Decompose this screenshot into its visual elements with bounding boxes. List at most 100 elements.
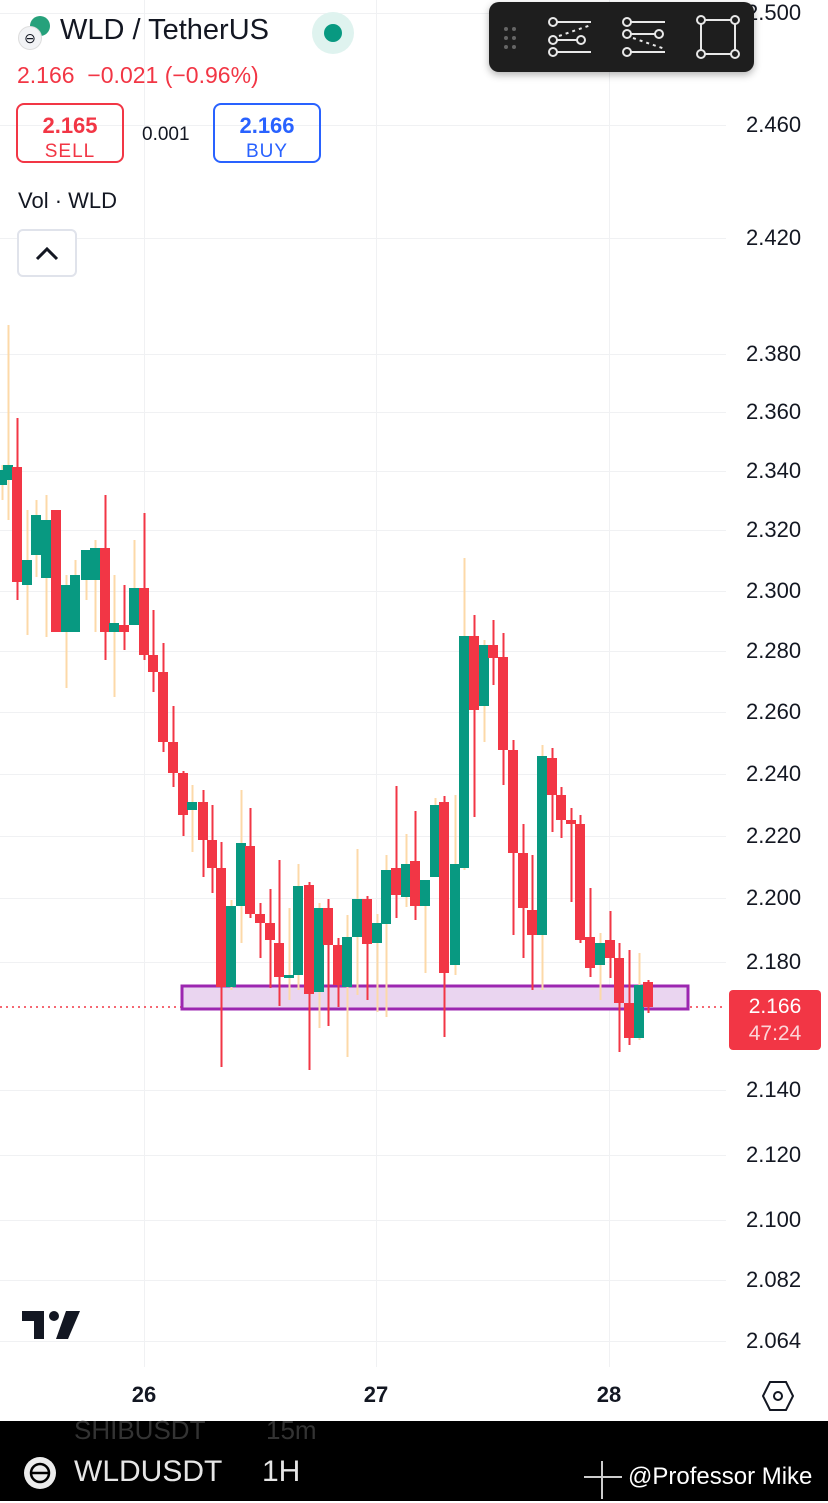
price-tick-label: 2.380 (746, 341, 802, 366)
candle-body (634, 985, 644, 1038)
price-tick-label: 2.082 (746, 1267, 802, 1292)
symbol-title[interactable]: WLD / TetherUS (60, 14, 269, 46)
candle-body (61, 585, 71, 632)
grid-line-h (0, 651, 726, 652)
chart-settings-icon[interactable] (762, 1380, 794, 1412)
candle-body (216, 868, 226, 987)
tradingview-logo-icon[interactable] (22, 1309, 82, 1341)
previous-timeframe-ghost: 15m (266, 1415, 317, 1445)
grid-line-h (0, 898, 726, 899)
candle-body (3, 465, 13, 480)
grid-line-h (0, 412, 726, 413)
grid-line-h (0, 354, 726, 355)
grid-line-h (0, 962, 726, 963)
candle-body (624, 1003, 634, 1038)
grid-line-h (0, 13, 726, 14)
candle-body (556, 795, 566, 820)
grid-line-h (0, 591, 726, 592)
candle-body (70, 575, 80, 632)
candle-body (342, 937, 352, 987)
worldcoin-icon: ⊖ (18, 26, 42, 50)
buy-price: 2.166 (239, 113, 295, 138)
candle-body (207, 840, 217, 868)
grid-line-h (0, 1341, 726, 1342)
candle-body (362, 899, 372, 944)
worldcoin-icon (24, 1457, 56, 1489)
collapse-legend-button[interactable] (17, 229, 77, 277)
candle-body (304, 885, 314, 994)
candlestick-series (0, 325, 726, 1070)
candle-body (323, 908, 333, 945)
sell-button[interactable]: 2.165 SELL (16, 103, 124, 163)
support-zone-rectangle[interactable] (180, 984, 690, 1011)
price-tick-label: 2.120 (746, 1142, 802, 1167)
symbol-selector[interactable]: WLDUSDT (74, 1455, 223, 1488)
bottom-bar: SHIBUSDT 15m WLDUSDT 1H @Professor Mike (0, 1415, 828, 1503)
candle-body (488, 645, 498, 658)
candle-body (284, 975, 294, 978)
candle-body (119, 625, 129, 632)
market-open-status-icon[interactable] (312, 12, 354, 54)
candle-body (450, 864, 460, 965)
grid-line-h (0, 530, 726, 531)
candle-body (575, 824, 585, 940)
candle-body (401, 864, 411, 897)
candle-body (198, 802, 208, 840)
grid-line-h (0, 712, 726, 713)
last-price-label: 2.166 47:24 (729, 990, 821, 1050)
candle-body (245, 846, 255, 914)
last-price-value: 2.166 (748, 995, 802, 1018)
price-tick-label: 2.340 (746, 458, 802, 483)
candle-body (274, 943, 284, 977)
candle-body (410, 861, 420, 906)
candle-body (372, 923, 382, 943)
grid-line-v (144, 0, 145, 1367)
date-tick-label: 26 (131, 1382, 157, 1407)
price-tick-label: 2.300 (746, 578, 802, 603)
candle-body (537, 756, 547, 935)
drawing-toolbar (489, 2, 754, 72)
candle-body (469, 636, 479, 710)
price-tick-label: 2.100 (746, 1207, 802, 1232)
buy-label: BUY (245, 141, 289, 162)
candle-body (265, 923, 275, 940)
timeframe-selector[interactable]: 1H (262, 1455, 301, 1488)
fib-retracement-icon[interactable] (547, 14, 595, 60)
rectangle-icon[interactable] (695, 14, 743, 60)
candle-body (518, 853, 528, 908)
candle-body (566, 820, 576, 824)
bar-countdown: 47:24 (748, 1022, 802, 1045)
candle-body (51, 510, 61, 632)
candle-body (595, 943, 605, 965)
grid-line-v (376, 0, 377, 1367)
price-tick-label: 2.320 (746, 517, 802, 542)
candle-body (255, 914, 265, 923)
previous-symbol-ghost: SHIBUSDT (74, 1415, 206, 1445)
candle-body (226, 906, 236, 987)
grid-line-h (0, 125, 726, 126)
candle-body (168, 742, 178, 773)
spread-value: 0.001 (142, 124, 190, 145)
candle-body (81, 550, 91, 580)
candle-body (178, 773, 188, 815)
trend-based-fib-icon[interactable] (621, 14, 669, 60)
drag-handle-icon[interactable] (503, 26, 517, 50)
grid-line-h (0, 836, 726, 837)
price-tick-label: 2.420 (746, 225, 802, 250)
price-tick-label: 2.200 (746, 885, 802, 910)
price-tick-label: 2.180 (746, 949, 802, 974)
date-tick-label: 28 (596, 1382, 622, 1407)
crosshair-icon[interactable] (582, 1459, 626, 1503)
grid-line-v (609, 0, 610, 1367)
volume-indicator-label[interactable]: Vol · WLD (18, 188, 118, 213)
candle-body (391, 868, 401, 895)
candle-body (12, 467, 22, 582)
candle-body (129, 588, 139, 625)
price-change: 2.166 −0.021 (−0.96%) (17, 62, 259, 88)
grid-line-h (0, 1155, 726, 1156)
candle-body (498, 657, 508, 750)
price-tick-label: 2.064 (746, 1328, 802, 1353)
candle-body (187, 802, 197, 810)
candle-body (148, 655, 158, 672)
buy-button[interactable]: 2.166 BUY (213, 103, 321, 163)
